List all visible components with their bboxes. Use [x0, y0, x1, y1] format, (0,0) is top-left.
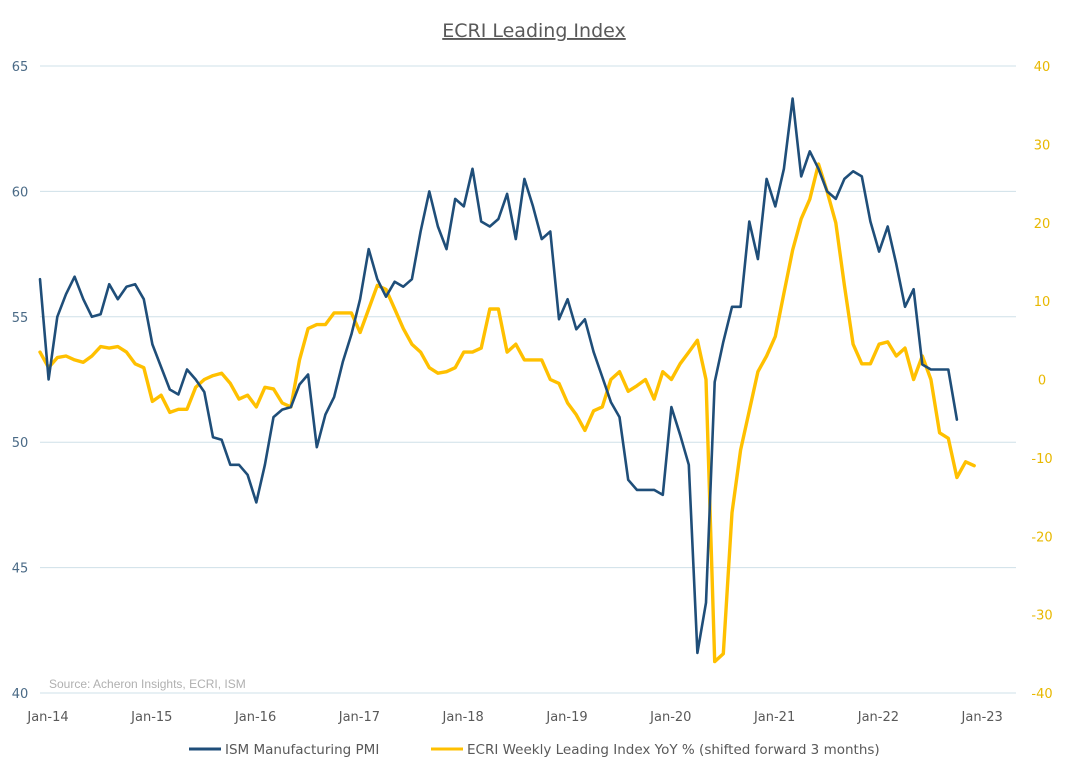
- legend: ISM Manufacturing PMI ECRI Weekly Leadin…: [189, 742, 880, 758]
- right-tick-label: 10: [1034, 295, 1051, 310]
- x-tick-label: Jan-23: [961, 710, 1003, 725]
- chart-title: ECRI Leading Index: [442, 20, 626, 42]
- source-note: Source: Acheron Insights, ECRI, ISM: [49, 677, 246, 691]
- x-tick-label: Jan-17: [338, 710, 380, 725]
- left-tick-label: 55: [12, 311, 29, 326]
- legend-label-pmi: ISM Manufacturing PMI: [225, 742, 379, 758]
- x-tick-label: Jan-16: [234, 710, 276, 725]
- left-tick-label: 50: [12, 436, 29, 451]
- left-tick-label: 45: [12, 562, 29, 577]
- right-tick-label: 20: [1034, 217, 1051, 232]
- x-tick-label: Jan-22: [857, 710, 899, 725]
- right-tick-label: -40: [1031, 687, 1052, 702]
- x-tick-label: Jan-20: [649, 710, 691, 725]
- right-tick-label: -30: [1031, 609, 1052, 624]
- right-axis: -40 -30 -20 -10 0 10 20 30 40: [1031, 60, 1052, 702]
- x-tick-label: Jan-21: [753, 710, 795, 725]
- legend-label-ecri: ECRI Weekly Leading Index YoY % (shifted…: [467, 742, 880, 758]
- x-tick-label: Jan-18: [442, 710, 484, 725]
- gridlines: [40, 65, 1016, 694]
- left-tick-label: 60: [12, 185, 29, 200]
- right-tick-label: -10: [1031, 452, 1052, 467]
- x-tick-label: Jan-14: [26, 710, 68, 725]
- left-tick-label: 65: [12, 60, 29, 75]
- series-line-pmi: [38, 97, 959, 655]
- right-tick-label: 0: [1038, 374, 1046, 389]
- left-tick-label: 40: [12, 687, 29, 702]
- x-axis: Jan-14 Jan-15 Jan-16 Jan-17 Jan-18 Jan-19 Jan-…: [26, 710, 1002, 725]
- left-axis: 40 45 50 55 60 65: [12, 60, 29, 702]
- right-tick-label: 40: [1034, 60, 1051, 75]
- series-line-ecri: [38, 162, 976, 664]
- x-tick-label: Jan-15: [130, 710, 172, 725]
- x-tick-label: Jan-19: [545, 710, 587, 725]
- right-tick-label: -20: [1031, 530, 1052, 545]
- right-tick-label: 30: [1034, 138, 1051, 153]
- series-group: [38, 97, 976, 664]
